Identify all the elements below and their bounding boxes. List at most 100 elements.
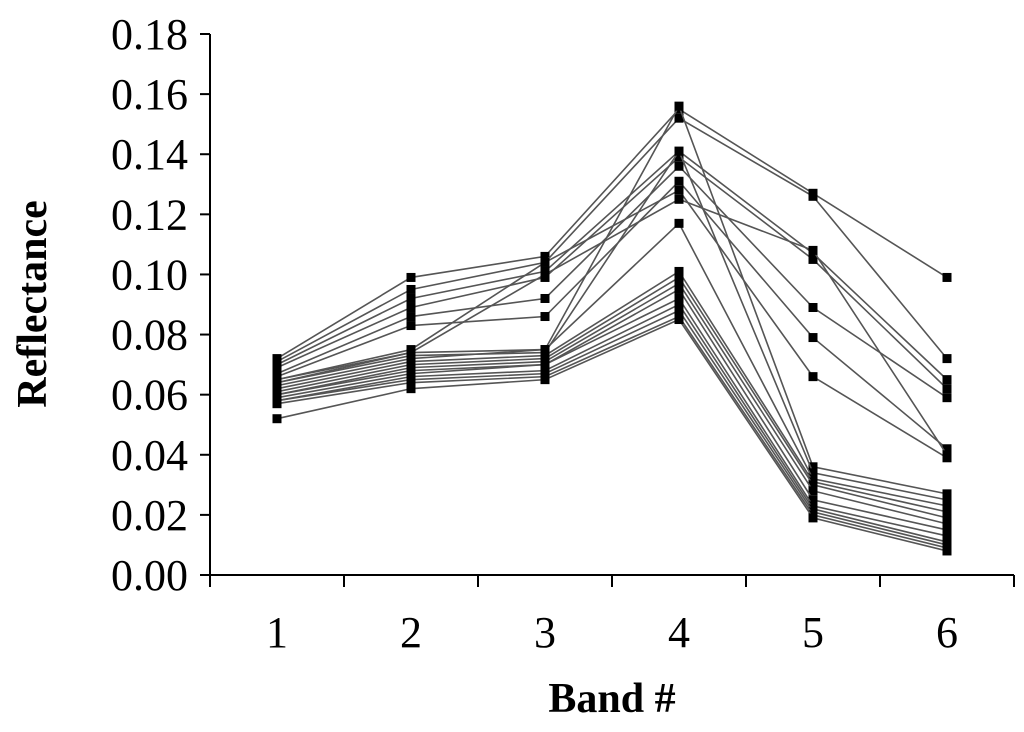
axes-layer: [209, 34, 1014, 576]
data-point: [540, 293, 550, 303]
y-tick-label: 0.08: [111, 311, 188, 360]
x-axis-title: Band #: [548, 676, 675, 722]
data-point: [406, 378, 416, 388]
data-point: [674, 101, 684, 111]
data-point: [942, 507, 952, 517]
series-line: [276, 276, 948, 519]
series-line: [276, 288, 948, 531]
data-point: [808, 333, 818, 343]
ticks-layer: 0.00 0.02 0.04 0.06 0.08 0.10 0.12 0.14 0.16 0.18…: [111, 10, 1015, 657]
data-point: [540, 251, 550, 261]
data-point: [674, 293, 684, 303]
series-line: [276, 150, 948, 381]
series-line: [276, 165, 948, 399]
series-line: [276, 270, 948, 513]
series-12: [272, 266, 952, 517]
series-line: [276, 282, 948, 525]
data-point: [540, 257, 550, 267]
series-line: [276, 189, 948, 459]
series-line: [276, 303, 948, 543]
y-tick-label: 0.06: [111, 371, 188, 420]
data-point: [674, 300, 684, 309]
x-tick-label: 4: [668, 608, 690, 657]
series-line: [276, 108, 948, 360]
data-point: [674, 266, 684, 276]
data-point: [942, 501, 952, 511]
y-tick-label: 0.02: [111, 491, 188, 540]
data-point: [540, 312, 550, 322]
series-11: [272, 218, 952, 511]
data-point: [808, 513, 818, 523]
data-point: [942, 495, 952, 505]
series-line: [276, 149, 948, 501]
data-point: [674, 315, 684, 325]
y-axis-title: Reflectance: [10, 200, 56, 408]
data-point: [406, 293, 416, 303]
data-point: [272, 414, 282, 424]
data-point: [942, 375, 952, 385]
data-point: [808, 468, 818, 478]
series-line: [276, 156, 948, 390]
data-point: [942, 393, 952, 403]
data-point: [406, 384, 416, 394]
data-point: [942, 384, 952, 394]
x-tick-label: 5: [802, 608, 824, 657]
series-20: [272, 315, 952, 556]
data-point: [540, 269, 550, 279]
data-point: [674, 113, 684, 123]
data-point: [942, 354, 952, 364]
series-line: [276, 104, 948, 495]
series-17: [272, 300, 952, 547]
data-point: [942, 519, 952, 529]
data-point: [674, 185, 684, 195]
data-point: [674, 272, 684, 282]
data-point: [808, 254, 818, 264]
series-18: [272, 306, 952, 550]
x-tick-label: 1: [266, 608, 288, 657]
data-point: [942, 444, 952, 454]
y-tick-label: 0.18: [111, 10, 188, 59]
series-line: [276, 309, 948, 546]
series-layer: [272, 101, 952, 556]
data-point: [942, 450, 952, 460]
data-point: [406, 321, 416, 331]
data-point: [406, 272, 416, 282]
data-point: [808, 495, 818, 505]
y-tick-label: 0.04: [111, 431, 188, 480]
data-point: [942, 272, 952, 282]
data-point: [808, 462, 818, 472]
data-point: [942, 489, 952, 499]
x-tick-label: 3: [534, 608, 556, 657]
series-line: [276, 315, 948, 549]
data-point: [808, 480, 818, 490]
y-tick-label: 0.12: [111, 190, 188, 239]
series-19: [272, 312, 952, 553]
data-point: [942, 531, 952, 541]
data-point: [808, 303, 818, 313]
data-point: [406, 312, 416, 322]
data-point: [406, 284, 416, 294]
data-point: [942, 525, 952, 535]
data-point: [674, 218, 684, 228]
y-tick-label: 0.10: [111, 250, 188, 299]
series-line: [276, 318, 948, 552]
series-16: [272, 293, 952, 541]
data-point: [674, 146, 684, 156]
series-line: [276, 180, 948, 450]
data-point: [808, 372, 818, 382]
x-tick-label: 6: [936, 608, 958, 657]
series-line: [276, 222, 948, 507]
data-point: [674, 284, 684, 294]
series-2: [272, 113, 952, 367]
series-line: [276, 297, 948, 537]
y-tick-label: 0.14: [111, 130, 188, 179]
data-point: [808, 245, 818, 255]
data-point: [942, 513, 952, 523]
series-line: [276, 117, 948, 363]
data-point: [674, 161, 684, 171]
data-point: [540, 375, 550, 385]
data-point: [808, 486, 818, 496]
data-point: [674, 176, 684, 186]
